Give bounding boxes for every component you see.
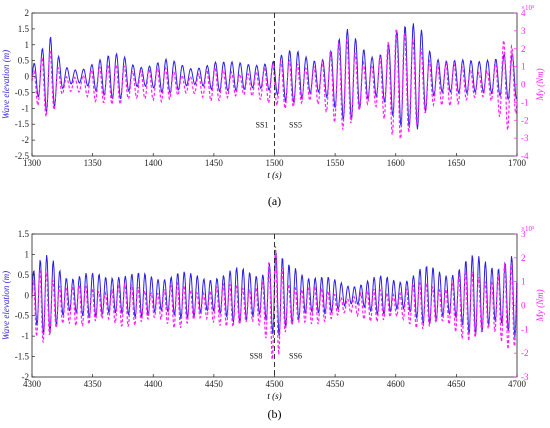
- chart-panel-a: 1300 1350 1400 1450 1500 1550 1600 1650 1700-2.5…: [1, 4, 545, 208]
- y-left-axis-title: Wave elevation (m): [1, 50, 11, 119]
- y-left-tick-label: -0.5: [15, 311, 30, 321]
- x-tick-label: 4600: [387, 379, 406, 389]
- y-left-tick-label: 0.5: [18, 270, 30, 280]
- y-right-tick-label: -4: [521, 151, 529, 161]
- x-axis-title: t (s): [267, 391, 281, 401]
- y-right-tick-label: -2: [521, 115, 529, 125]
- y-right-tick-label: 3: [521, 229, 526, 239]
- x-tick-label: 4450: [205, 379, 224, 389]
- y-left-tick-label: -0.5: [15, 87, 30, 97]
- chart-panel-b: 4300 4350 4400 4450 4500 4550 4600 4650 4700 -2 -1…: [1, 225, 545, 421]
- y-left-tick-label: -2: [22, 372, 30, 382]
- x-tick-label: 4550: [326, 379, 345, 389]
- y-left-tick-label: 1.5: [18, 24, 30, 34]
- y-left-tick-label: 1: [25, 40, 30, 50]
- y-left-tick-label: -1.5: [15, 119, 30, 129]
- x-axis-title: t (s): [267, 170, 281, 180]
- y-right-scale-label: ×10⁵: [521, 4, 535, 12]
- x-tick-label: 4400: [144, 379, 163, 389]
- sea-state-annotation: SS8: [249, 352, 262, 361]
- x-tick-label: 1350: [84, 158, 103, 168]
- y-left-tick-label: -1: [22, 331, 30, 341]
- y-left-tick-label: 0.5: [18, 56, 30, 66]
- sea-state-annotation: SS1: [256, 120, 269, 129]
- panel-caption: (b): [268, 407, 282, 421]
- y-left-tick-label: -2: [22, 135, 30, 145]
- y-left-tick-label: 0: [25, 72, 30, 82]
- y-left-tick-label: 0: [25, 290, 30, 300]
- y-right-tick-label: -1: [521, 324, 529, 334]
- x-tick-label: 1700: [508, 158, 527, 168]
- x-tick-label: 4700: [508, 379, 527, 389]
- x-tick-label: 4350: [84, 379, 103, 389]
- y-right-tick-label: 1: [521, 277, 526, 287]
- y-right-axis-title: My (Nm): [535, 289, 545, 322]
- y-right-tick-label: -1: [521, 97, 529, 107]
- y-left-tick-label: -1: [22, 103, 30, 113]
- x-tick-label: 1600: [387, 158, 406, 168]
- y-right-tick-label: 2: [521, 253, 526, 263]
- series-line-my: [31, 246, 518, 360]
- y-right-tick-label: 0: [521, 80, 526, 90]
- y-left-tick-label: 2: [25, 8, 30, 18]
- sea-state-annotation: SS5: [289, 120, 302, 129]
- x-tick-label: 1400: [144, 158, 163, 168]
- y-right-scale-label: ×10⁵: [521, 225, 535, 233]
- y-left-tick-label: 1: [25, 249, 30, 259]
- x-tick-label: 4650: [447, 379, 466, 389]
- y-right-tick-label: 4: [521, 8, 526, 18]
- y-right-tick-label: 2: [521, 44, 526, 54]
- y-right-tick-label: -2: [521, 348, 529, 358]
- x-tick-label: 1500: [266, 158, 285, 168]
- y-left-tick-label: -1.5: [15, 352, 30, 362]
- panel-caption: (a): [268, 194, 281, 208]
- y-left-tick-label: 1.5: [18, 229, 30, 239]
- y-right-axis-title: My (Nm): [535, 68, 545, 101]
- y-left-tick-label: -2.5: [15, 151, 30, 161]
- sea-state-annotation: SS6: [289, 352, 302, 361]
- y-left-axis-title: Wave elevation (m): [1, 271, 11, 340]
- x-tick-label: 4500: [266, 379, 285, 389]
- x-tick-label: 1550: [326, 158, 345, 168]
- y-right-tick-label: 3: [521, 26, 526, 36]
- x-tick-label: 4300: [23, 379, 42, 389]
- y-right-tick-label: -3: [521, 372, 529, 382]
- y-right-tick-label: -3: [521, 133, 529, 143]
- x-tick-label: 1650: [447, 158, 466, 168]
- x-tick-label: 1450: [205, 158, 224, 168]
- y-right-tick-label: 1: [521, 62, 526, 72]
- x-tick-label: 1300: [23, 158, 42, 168]
- y-right-tick-label: 0: [521, 301, 526, 311]
